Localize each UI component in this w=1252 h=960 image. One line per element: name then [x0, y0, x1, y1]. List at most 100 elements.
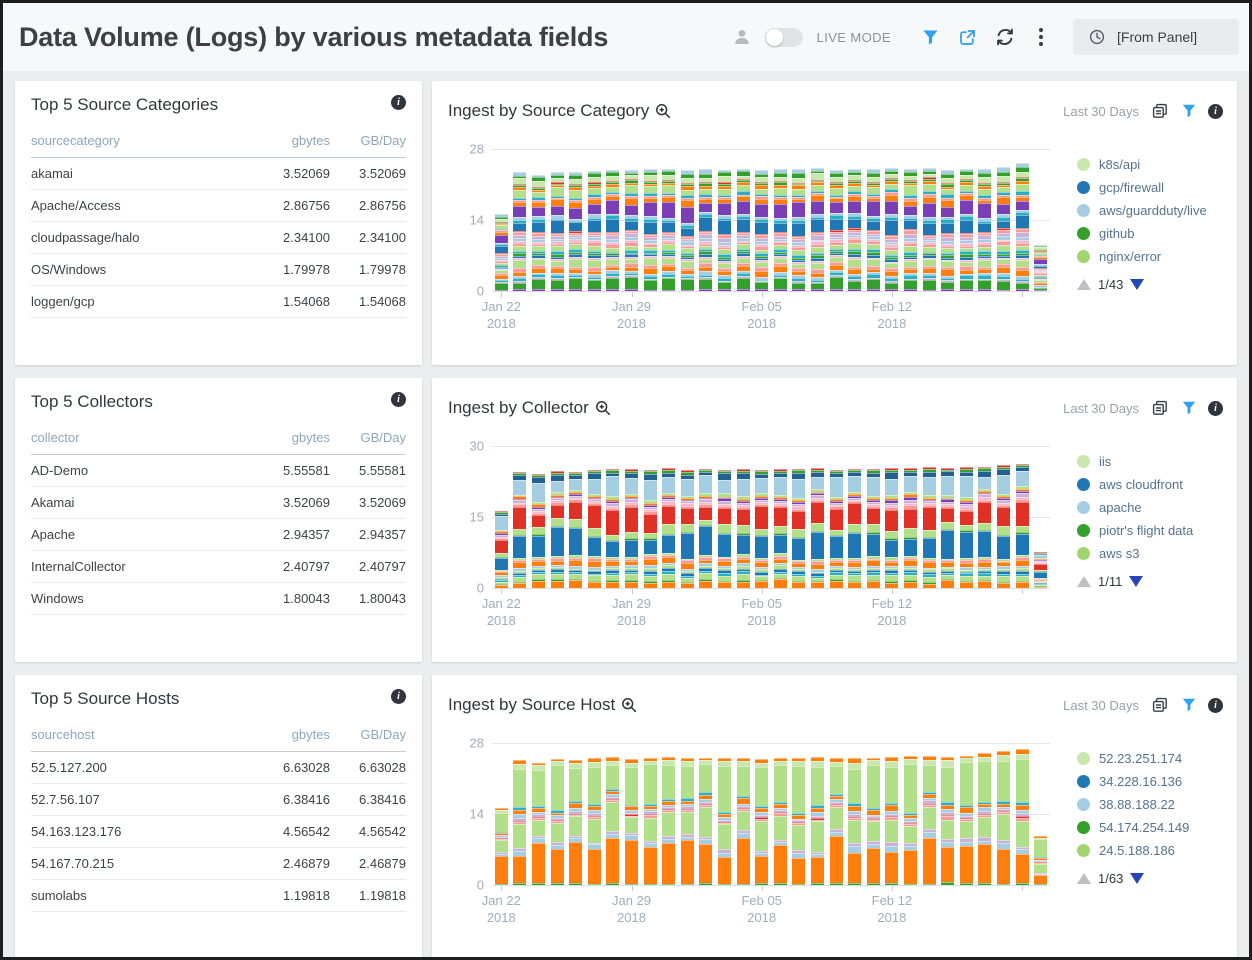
- bar-jan-25[interactable]: [551, 172, 564, 291]
- bar-jan-22[interactable]: [495, 215, 508, 291]
- bar-feb-15[interactable]: [941, 468, 954, 588]
- bar-jan-24[interactable]: [532, 763, 545, 885]
- bar-feb-05[interactable]: [755, 170, 768, 291]
- bar-feb-03[interactable]: [718, 470, 731, 588]
- legend-page-down-icon[interactable]: [1129, 576, 1143, 587]
- legend-page-up-icon[interactable]: [1077, 279, 1091, 290]
- bar-feb-09[interactable]: [830, 470, 843, 588]
- bar-feb-20[interactable]: [1034, 249, 1047, 291]
- info-icon[interactable]: i: [1208, 401, 1223, 416]
- bar-feb-20[interactable]: [1034, 838, 1047, 885]
- bar-jan-27[interactable]: [588, 758, 601, 885]
- bar-jan-26[interactable]: [569, 760, 582, 885]
- bar-feb-17[interactable]: [978, 467, 991, 588]
- bar-feb-19[interactable]: [1016, 464, 1029, 588]
- filter-icon[interactable]: [1179, 101, 1199, 121]
- legend-item[interactable]: nginx/error: [1077, 245, 1237, 268]
- legend-item[interactable]: aws s3: [1077, 542, 1237, 565]
- legend-item[interactable]: github: [1077, 222, 1237, 245]
- bar-feb-16[interactable]: [960, 467, 973, 588]
- legend-item[interactable]: piotr's flight data: [1077, 519, 1237, 542]
- bar-jan-31[interactable]: [662, 468, 675, 588]
- zoom-in-icon[interactable]: [655, 103, 671, 119]
- bar-feb-06[interactable]: [774, 469, 787, 588]
- bar-jan-23[interactable]: [513, 172, 526, 291]
- filter-icon[interactable]: [1179, 398, 1199, 418]
- legend-item[interactable]: iis: [1077, 450, 1237, 473]
- bar-feb-11[interactable]: [867, 169, 880, 291]
- bar-jan-24[interactable]: [532, 474, 545, 588]
- bar-feb-03[interactable]: [718, 758, 731, 885]
- bar-jan-28[interactable]: [606, 757, 619, 885]
- legend-item[interactable]: gcp/firewall: [1077, 176, 1237, 199]
- bar-feb-18[interactable]: [997, 465, 1010, 588]
- bar-feb-20[interactable]: [1034, 561, 1047, 588]
- kebab-menu-button[interactable]: [1031, 24, 1051, 50]
- bar-jan-30[interactable]: [644, 758, 657, 885]
- legend-item[interactable]: 38.88.188.22: [1077, 793, 1237, 816]
- legend-page-up-icon[interactable]: [1077, 873, 1091, 884]
- info-icon[interactable]: i: [391, 689, 406, 704]
- bar-feb-12[interactable]: [885, 468, 898, 588]
- info-icon[interactable]: i: [391, 392, 406, 407]
- legend-item[interactable]: 52.23.251.174: [1077, 747, 1237, 770]
- live-mode-toggle[interactable]: [765, 28, 803, 47]
- info-icon[interactable]: i: [391, 95, 406, 110]
- bar-jan-27[interactable]: [588, 470, 601, 588]
- bar-jan-30[interactable]: [644, 169, 657, 291]
- bar-jan-29[interactable]: [625, 759, 638, 885]
- zoom-in-icon[interactable]: [595, 400, 611, 416]
- bar-feb-15[interactable]: [941, 757, 954, 885]
- bar-feb-17[interactable]: [978, 753, 991, 885]
- bar-jan-28[interactable]: [606, 469, 619, 588]
- bar-feb-08[interactable]: [811, 168, 824, 291]
- bar-feb-16[interactable]: [960, 756, 973, 885]
- bar-feb-12[interactable]: [885, 168, 898, 291]
- bar-jan-22[interactable]: [495, 808, 508, 885]
- bar-feb-11[interactable]: [867, 758, 880, 885]
- bar-feb-17[interactable]: [978, 169, 991, 291]
- copy-icon[interactable]: [1150, 101, 1170, 121]
- time-range-selector[interactable]: [From Panel]: [1073, 19, 1239, 55]
- bar-feb-16[interactable]: [960, 169, 973, 291]
- legend-item[interactable]: 54.174.254.149: [1077, 816, 1237, 839]
- bar-jan-31[interactable]: [662, 169, 675, 291]
- bar-jan-29[interactable]: [625, 170, 638, 291]
- bar-feb-10[interactable]: [848, 169, 861, 291]
- legend-page-up-icon[interactable]: [1077, 576, 1091, 587]
- bar-feb-08[interactable]: [811, 468, 824, 588]
- bar-feb-02[interactable]: [699, 469, 712, 588]
- zoom-in-icon[interactable]: [621, 697, 637, 713]
- legend-item[interactable]: apache: [1077, 496, 1237, 519]
- bar-jan-24[interactable]: [532, 174, 545, 291]
- bar-feb-04[interactable]: [737, 758, 750, 885]
- bar-feb-13[interactable]: [904, 468, 917, 588]
- bar-jan-26[interactable]: [569, 171, 582, 291]
- bar-jan-31[interactable]: [662, 757, 675, 885]
- bar-feb-14[interactable]: [923, 467, 936, 588]
- legend-item[interactable]: aws/guardduty/live: [1077, 199, 1237, 222]
- bar-jan-23[interactable]: [513, 472, 526, 588]
- bar-feb-13[interactable]: [904, 169, 917, 291]
- refresh-button[interactable]: [993, 25, 1017, 49]
- bar-feb-18[interactable]: [997, 167, 1010, 291]
- bar-feb-01[interactable]: [681, 470, 694, 588]
- bar-jan-27[interactable]: [588, 171, 601, 291]
- bar-jan-28[interactable]: [606, 170, 619, 291]
- bar-feb-02[interactable]: [699, 169, 712, 291]
- copy-icon[interactable]: [1150, 695, 1170, 715]
- legend-item[interactable]: 24.5.188.186: [1077, 839, 1237, 862]
- bar-feb-15[interactable]: [941, 169, 954, 291]
- bar-feb-04[interactable]: [737, 469, 750, 588]
- legend-item[interactable]: 34.228.16.136: [1077, 770, 1237, 793]
- share-button[interactable]: [956, 26, 979, 49]
- legend-page-down-icon[interactable]: [1130, 873, 1144, 884]
- bar-feb-09[interactable]: [830, 758, 843, 885]
- legend-item[interactable]: k8s/api: [1077, 153, 1237, 176]
- bar-feb-06[interactable]: [774, 169, 787, 291]
- copy-icon[interactable]: [1150, 398, 1170, 418]
- bar-feb-05[interactable]: [755, 470, 768, 588]
- bar-feb-07[interactable]: [792, 469, 805, 588]
- filter-button[interactable]: [919, 26, 942, 49]
- bar-feb-02[interactable]: [699, 758, 712, 885]
